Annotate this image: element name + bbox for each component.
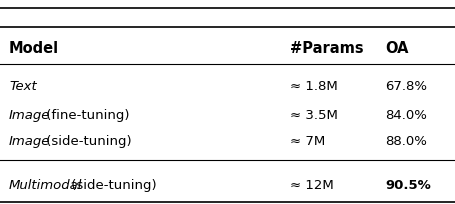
Text: (side-tuning): (side-tuning) [67, 179, 157, 192]
Text: (fine-tuning): (fine-tuning) [42, 109, 129, 122]
Text: ≈ 12M: ≈ 12M [289, 179, 333, 192]
Text: #Params: #Params [289, 41, 362, 57]
Text: Text: Text [9, 80, 37, 93]
Text: OA: OA [384, 41, 408, 57]
Text: Model: Model [9, 41, 59, 57]
Text: ≈ 1.8M: ≈ 1.8M [289, 80, 337, 93]
Text: 67.8%: 67.8% [384, 80, 426, 93]
Text: 88.0%: 88.0% [384, 135, 426, 148]
Text: ≈ 3.5M: ≈ 3.5M [289, 109, 337, 122]
Text: Image: Image [9, 109, 51, 122]
Text: 90.5%: 90.5% [384, 179, 430, 192]
Text: 84.0%: 84.0% [384, 109, 426, 122]
Text: ≈ 7M: ≈ 7M [289, 135, 324, 148]
Text: Image: Image [9, 135, 51, 148]
Text: (side-tuning): (side-tuning) [42, 135, 131, 148]
Text: Multimodal: Multimodal [9, 179, 82, 192]
